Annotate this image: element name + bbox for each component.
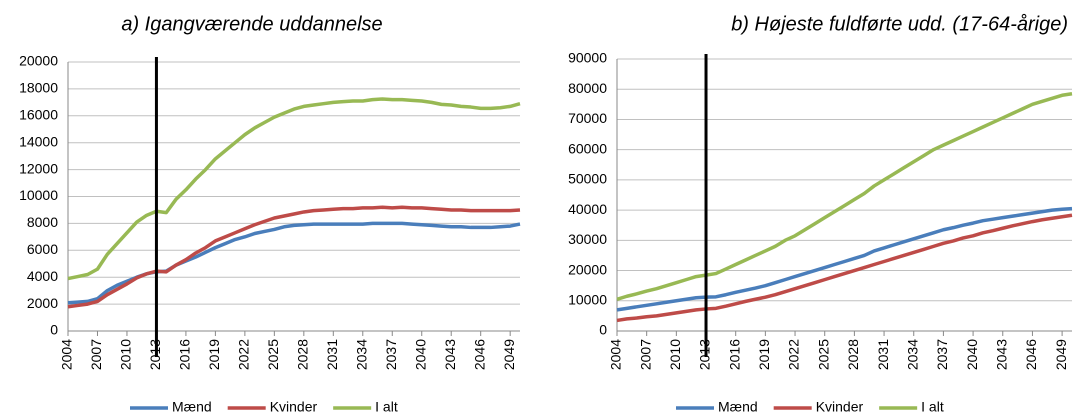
y-tick-label: 20000	[19, 53, 58, 69]
y-tick-label: 60000	[568, 140, 607, 156]
y-tick-label: 0	[50, 322, 58, 338]
legend-label: Mænd	[172, 399, 212, 415]
x-tick-label: 2016	[726, 339, 742, 370]
legend-label: Kvinder	[270, 399, 318, 415]
x-tick-label: 2022	[786, 339, 802, 370]
series-line	[67, 205, 521, 309]
x-tick-label: 2043	[993, 339, 1009, 370]
legend-label: I alt	[921, 399, 944, 415]
x-tick-label: 2040	[412, 339, 428, 370]
x-tick-label: 2025	[815, 339, 831, 370]
x-tick-label: 2004	[608, 339, 624, 370]
series-line	[616, 206, 1073, 312]
x-tick-label: 2040	[964, 339, 980, 370]
y-tick-label: 80000	[568, 80, 607, 96]
x-tick-label: 2028	[845, 339, 861, 370]
y-tick-label: 10000	[19, 187, 58, 203]
y-tick-label: 6000	[27, 241, 58, 257]
series-line	[67, 97, 521, 281]
chart-title: b) Højeste fuldførte udd. (17-64-årige)	[731, 13, 1068, 35]
y-tick-label: 0	[599, 322, 607, 338]
x-tick-label: 2004	[59, 339, 75, 370]
y-tick-label: 70000	[568, 110, 607, 126]
x-tick-label: 2043	[442, 339, 458, 370]
y-tick-label: 40000	[568, 201, 607, 217]
y-tick-label: 10000	[568, 291, 607, 307]
x-tick-label: 2046	[1023, 339, 1039, 370]
x-tick-label: 2034	[353, 339, 369, 370]
series-line	[67, 221, 521, 305]
x-tick-label: 2007	[637, 339, 653, 370]
x-tick-label: 2037	[934, 339, 950, 370]
y-tick-label: 12000	[19, 160, 58, 176]
x-tick-label: 2022	[236, 339, 252, 370]
y-tick-label: 14000	[19, 133, 58, 149]
x-tick-label: 2010	[118, 339, 134, 370]
x-tick-label: 2031	[875, 339, 891, 370]
y-tick-label: 8000	[27, 214, 58, 230]
x-tick-label: 2049	[501, 339, 517, 370]
x-tick-label: 2016	[177, 339, 193, 370]
x-tick-label: 2034	[904, 339, 920, 370]
series-line	[616, 92, 1073, 301]
x-tick-label: 2031	[324, 339, 340, 370]
y-tick-label: 2000	[27, 295, 58, 311]
legend-label: I alt	[375, 399, 398, 415]
legend-label: Kvinder	[816, 399, 864, 415]
y-tick-label: 4000	[27, 268, 58, 284]
chart-title: a) Igangværende uddannelse	[121, 13, 382, 35]
x-tick-label: 2046	[471, 339, 487, 370]
series-line	[616, 213, 1073, 323]
y-tick-label: 90000	[568, 50, 607, 66]
y-tick-label: 20000	[568, 261, 607, 277]
y-tick-label: 16000	[19, 107, 58, 123]
x-tick-label: 2037	[383, 339, 399, 370]
x-tick-label: 2019	[206, 339, 222, 370]
x-tick-label: 2007	[88, 339, 104, 370]
legend-label: Mænd	[718, 399, 758, 415]
y-tick-label: 18000	[19, 80, 58, 96]
x-tick-label: 2010	[667, 339, 683, 370]
y-tick-label: 50000	[568, 171, 607, 187]
x-tick-label: 2019	[756, 339, 772, 370]
x-tick-label: 2049	[1053, 339, 1069, 370]
y-tick-label: 30000	[568, 231, 607, 247]
x-tick-label: 2025	[265, 339, 281, 370]
x-tick-label: 2028	[295, 339, 311, 370]
